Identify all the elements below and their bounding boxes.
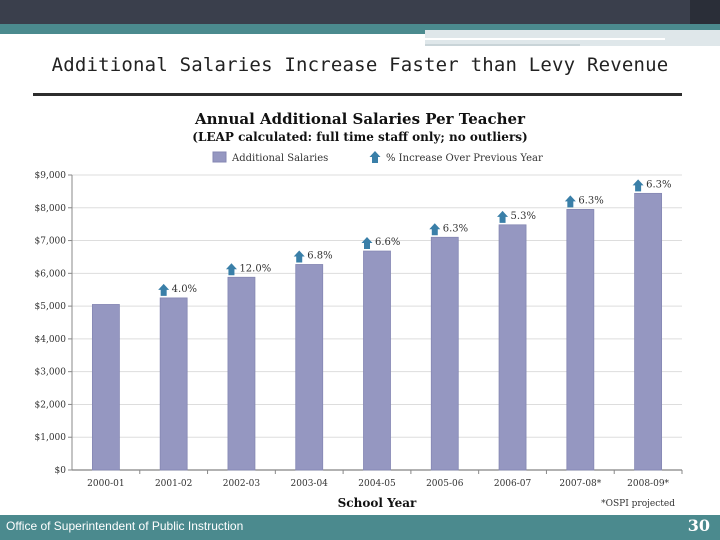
bar: [566, 209, 595, 471]
data-label: 6.6%: [375, 237, 400, 248]
legend-label: Additional Salaries: [231, 153, 328, 164]
y-tick-label: $9,000: [35, 171, 67, 181]
legend-label: % Increase Over Previous Year: [386, 153, 543, 164]
top-bar: [0, 0, 720, 24]
chart-title: Annual Additional Salaries Per Teacher: [195, 110, 525, 128]
x-tick-label: 2008-09*: [627, 479, 669, 489]
top-bar-accent: [690, 0, 720, 24]
x-tick-label: 2000-01: [87, 479, 124, 489]
legend-swatch: [212, 151, 227, 163]
bar: [363, 250, 391, 471]
title-rule: [33, 93, 682, 96]
chart-subtitle: (LEAP calculated: full time staff only; …: [192, 130, 528, 144]
y-tick-label: $7,000: [35, 237, 67, 247]
increase-arrow-icon: [497, 210, 509, 223]
legend-arrow-icon: [369, 151, 381, 163]
top-stripe-line: [425, 38, 665, 40]
chart-annotation: *OSPI projected: [601, 499, 675, 509]
x-tick-label: 2004-05: [358, 479, 396, 489]
y-tick-label: $2,000: [35, 400, 67, 410]
bar: [227, 276, 256, 471]
bar-chart: Additional Salaries % Increase Over Previ…: [35, 151, 683, 510]
increase-arrow-icon: [564, 195, 576, 208]
y-tick-label: $3,000: [35, 368, 67, 378]
x-tick-label: 2006-07: [494, 479, 532, 489]
data-label: 12.0%: [239, 263, 271, 274]
data-label: 6.8%: [307, 250, 332, 261]
increase-arrow-icon: [225, 263, 237, 276]
x-axis-label: School Year: [338, 496, 417, 510]
increase-arrow-icon: [293, 250, 305, 263]
increase-arrow-icon: [158, 283, 170, 296]
x-tick-label: 2002-03: [223, 479, 261, 489]
y-tick-label: $0: [55, 466, 67, 476]
y-tick-label: $1,000: [35, 433, 67, 443]
page-number: 30: [687, 516, 710, 535]
y-tick-label: $4,000: [35, 335, 67, 345]
y-tick-label: $8,000: [35, 204, 67, 214]
x-tick-label: 2003-04: [291, 479, 329, 489]
data-label: 6.3%: [578, 195, 603, 206]
x-tick-label: 2007-08*: [559, 479, 601, 489]
y-tick-label: $5,000: [35, 302, 67, 312]
data-label: 4.0%: [172, 284, 197, 295]
bar: [634, 192, 663, 471]
top-stripe-line: [425, 44, 580, 46]
increase-arrow-icon: [632, 179, 644, 192]
x-tick-label: 2001-02: [155, 479, 192, 489]
increase-arrow-icon: [429, 223, 441, 236]
bar: [91, 304, 120, 471]
footer-bar: [0, 515, 720, 540]
bar: [430, 236, 459, 471]
bar: [498, 224, 527, 471]
y-tick-label: $6,000: [35, 269, 67, 279]
slide-title: Additional Salaries Increase Faster than…: [51, 54, 669, 76]
x-tick-label: 2005-06: [426, 479, 464, 489]
bar: [295, 264, 324, 471]
data-label: 5.3%: [511, 211, 536, 222]
footer-text: Office of Superintendent of Public Instr…: [6, 519, 244, 533]
top-stripe: [0, 24, 720, 34]
data-label: 6.3%: [646, 179, 671, 190]
data-label: 6.3%: [443, 223, 468, 234]
increase-arrow-icon: [361, 237, 373, 250]
bar: [159, 297, 188, 471]
